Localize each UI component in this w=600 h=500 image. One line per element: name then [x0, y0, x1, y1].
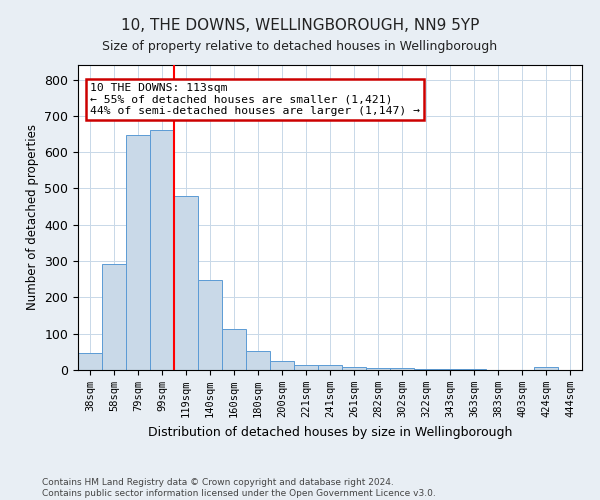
- Bar: [390, 368, 414, 370]
- Y-axis label: Number of detached properties: Number of detached properties: [26, 124, 39, 310]
- Bar: [438, 369, 462, 370]
- Bar: [414, 369, 438, 370]
- Bar: [270, 361, 294, 370]
- Bar: [174, 196, 198, 370]
- Bar: [126, 134, 150, 370]
- Bar: [318, 366, 342, 370]
- Bar: [222, 328, 246, 370]
- Text: Size of property relative to detached houses in Wellingborough: Size of property relative to detached ho…: [103, 40, 497, 53]
- Bar: [198, 280, 222, 370]
- Bar: [342, 367, 366, 370]
- Text: 10 THE DOWNS: 113sqm
← 55% of detached houses are smaller (1,421)
44% of semi-de: 10 THE DOWNS: 113sqm ← 55% of detached h…: [90, 83, 420, 116]
- Bar: [366, 368, 390, 370]
- Text: 10, THE DOWNS, WELLINGBOROUGH, NN9 5YP: 10, THE DOWNS, WELLINGBOROUGH, NN9 5YP: [121, 18, 479, 32]
- X-axis label: Distribution of detached houses by size in Wellingborough: Distribution of detached houses by size …: [148, 426, 512, 438]
- Bar: [78, 353, 102, 370]
- Bar: [294, 364, 318, 370]
- Bar: [246, 351, 270, 370]
- Bar: [150, 130, 174, 370]
- Bar: [534, 368, 558, 370]
- Text: Contains HM Land Registry data © Crown copyright and database right 2024.
Contai: Contains HM Land Registry data © Crown c…: [42, 478, 436, 498]
- Bar: [102, 264, 126, 370]
